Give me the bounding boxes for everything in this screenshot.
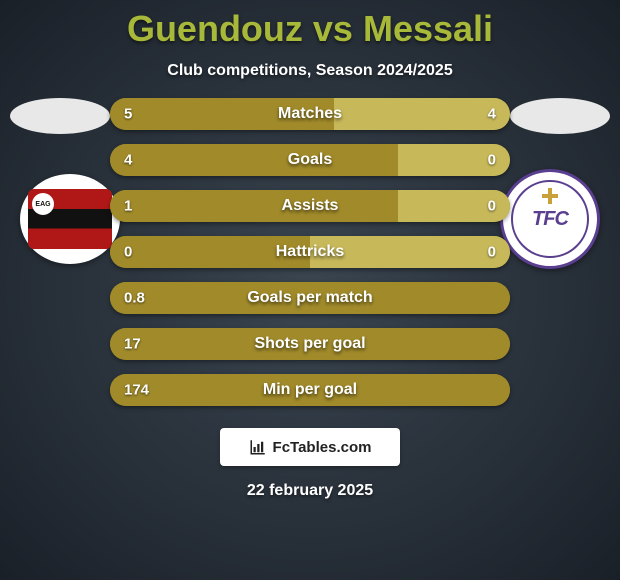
eag-crest-text: EAG: [32, 193, 54, 215]
stat-row: 00Hattricks: [110, 236, 510, 268]
comparison-panel: EAG TFC 54Matches40Goals10Assists00Hattr…: [0, 98, 620, 406]
tfc-crest: TFC: [500, 169, 600, 269]
stat-row: 0.8Goals per match: [110, 282, 510, 314]
bar-left: [110, 374, 510, 406]
stat-row: 54Matches: [110, 98, 510, 130]
stat-row: 10Assists: [110, 190, 510, 222]
tfc-cross-icon: [542, 188, 558, 204]
bar-left: [110, 236, 310, 268]
player-left-placeholder: [10, 98, 110, 134]
bar-right: [334, 98, 510, 130]
stat-row: 174Min per goal: [110, 374, 510, 406]
stat-value-left: 0.8: [124, 290, 145, 307]
chart-icon: [249, 438, 267, 456]
stat-value-right: 0: [488, 198, 496, 215]
bar-left: [110, 98, 334, 130]
bar-left: [110, 328, 510, 360]
stat-value-right: 0: [488, 152, 496, 169]
stat-row: 17Shots per goal: [110, 328, 510, 360]
stat-value-right: 0: [488, 244, 496, 261]
stat-value-left: 5: [124, 106, 132, 123]
page-title: Guendouz vs Messali: [0, 0, 620, 50]
stat-value-left: 4: [124, 152, 132, 169]
stat-value-left: 1: [124, 198, 132, 215]
club-badge-left: EAG: [20, 174, 120, 264]
club-badge-right: TFC: [500, 174, 600, 264]
bar-left: [110, 144, 398, 176]
stat-value-right: 4: [488, 106, 496, 123]
bar-left: [110, 190, 398, 222]
stat-rows: 54Matches40Goals10Assists00Hattricks0.8G…: [110, 98, 510, 406]
eag-crest: EAG: [20, 174, 120, 264]
stat-value-left: 174: [124, 382, 149, 399]
tfc-crest-text: TFC: [532, 208, 568, 231]
stat-value-left: 17: [124, 336, 141, 353]
date-label: 22 february 2025: [0, 482, 620, 500]
brand-text: FcTables.com: [273, 439, 372, 456]
stat-row: 40Goals: [110, 144, 510, 176]
subtitle: Club competitions, Season 2024/2025: [0, 62, 620, 80]
player-right-placeholder: [510, 98, 610, 134]
stat-value-left: 0: [124, 244, 132, 261]
bar-right: [310, 236, 510, 268]
bar-left: [110, 282, 510, 314]
brand-badge[interactable]: FcTables.com: [220, 428, 400, 466]
